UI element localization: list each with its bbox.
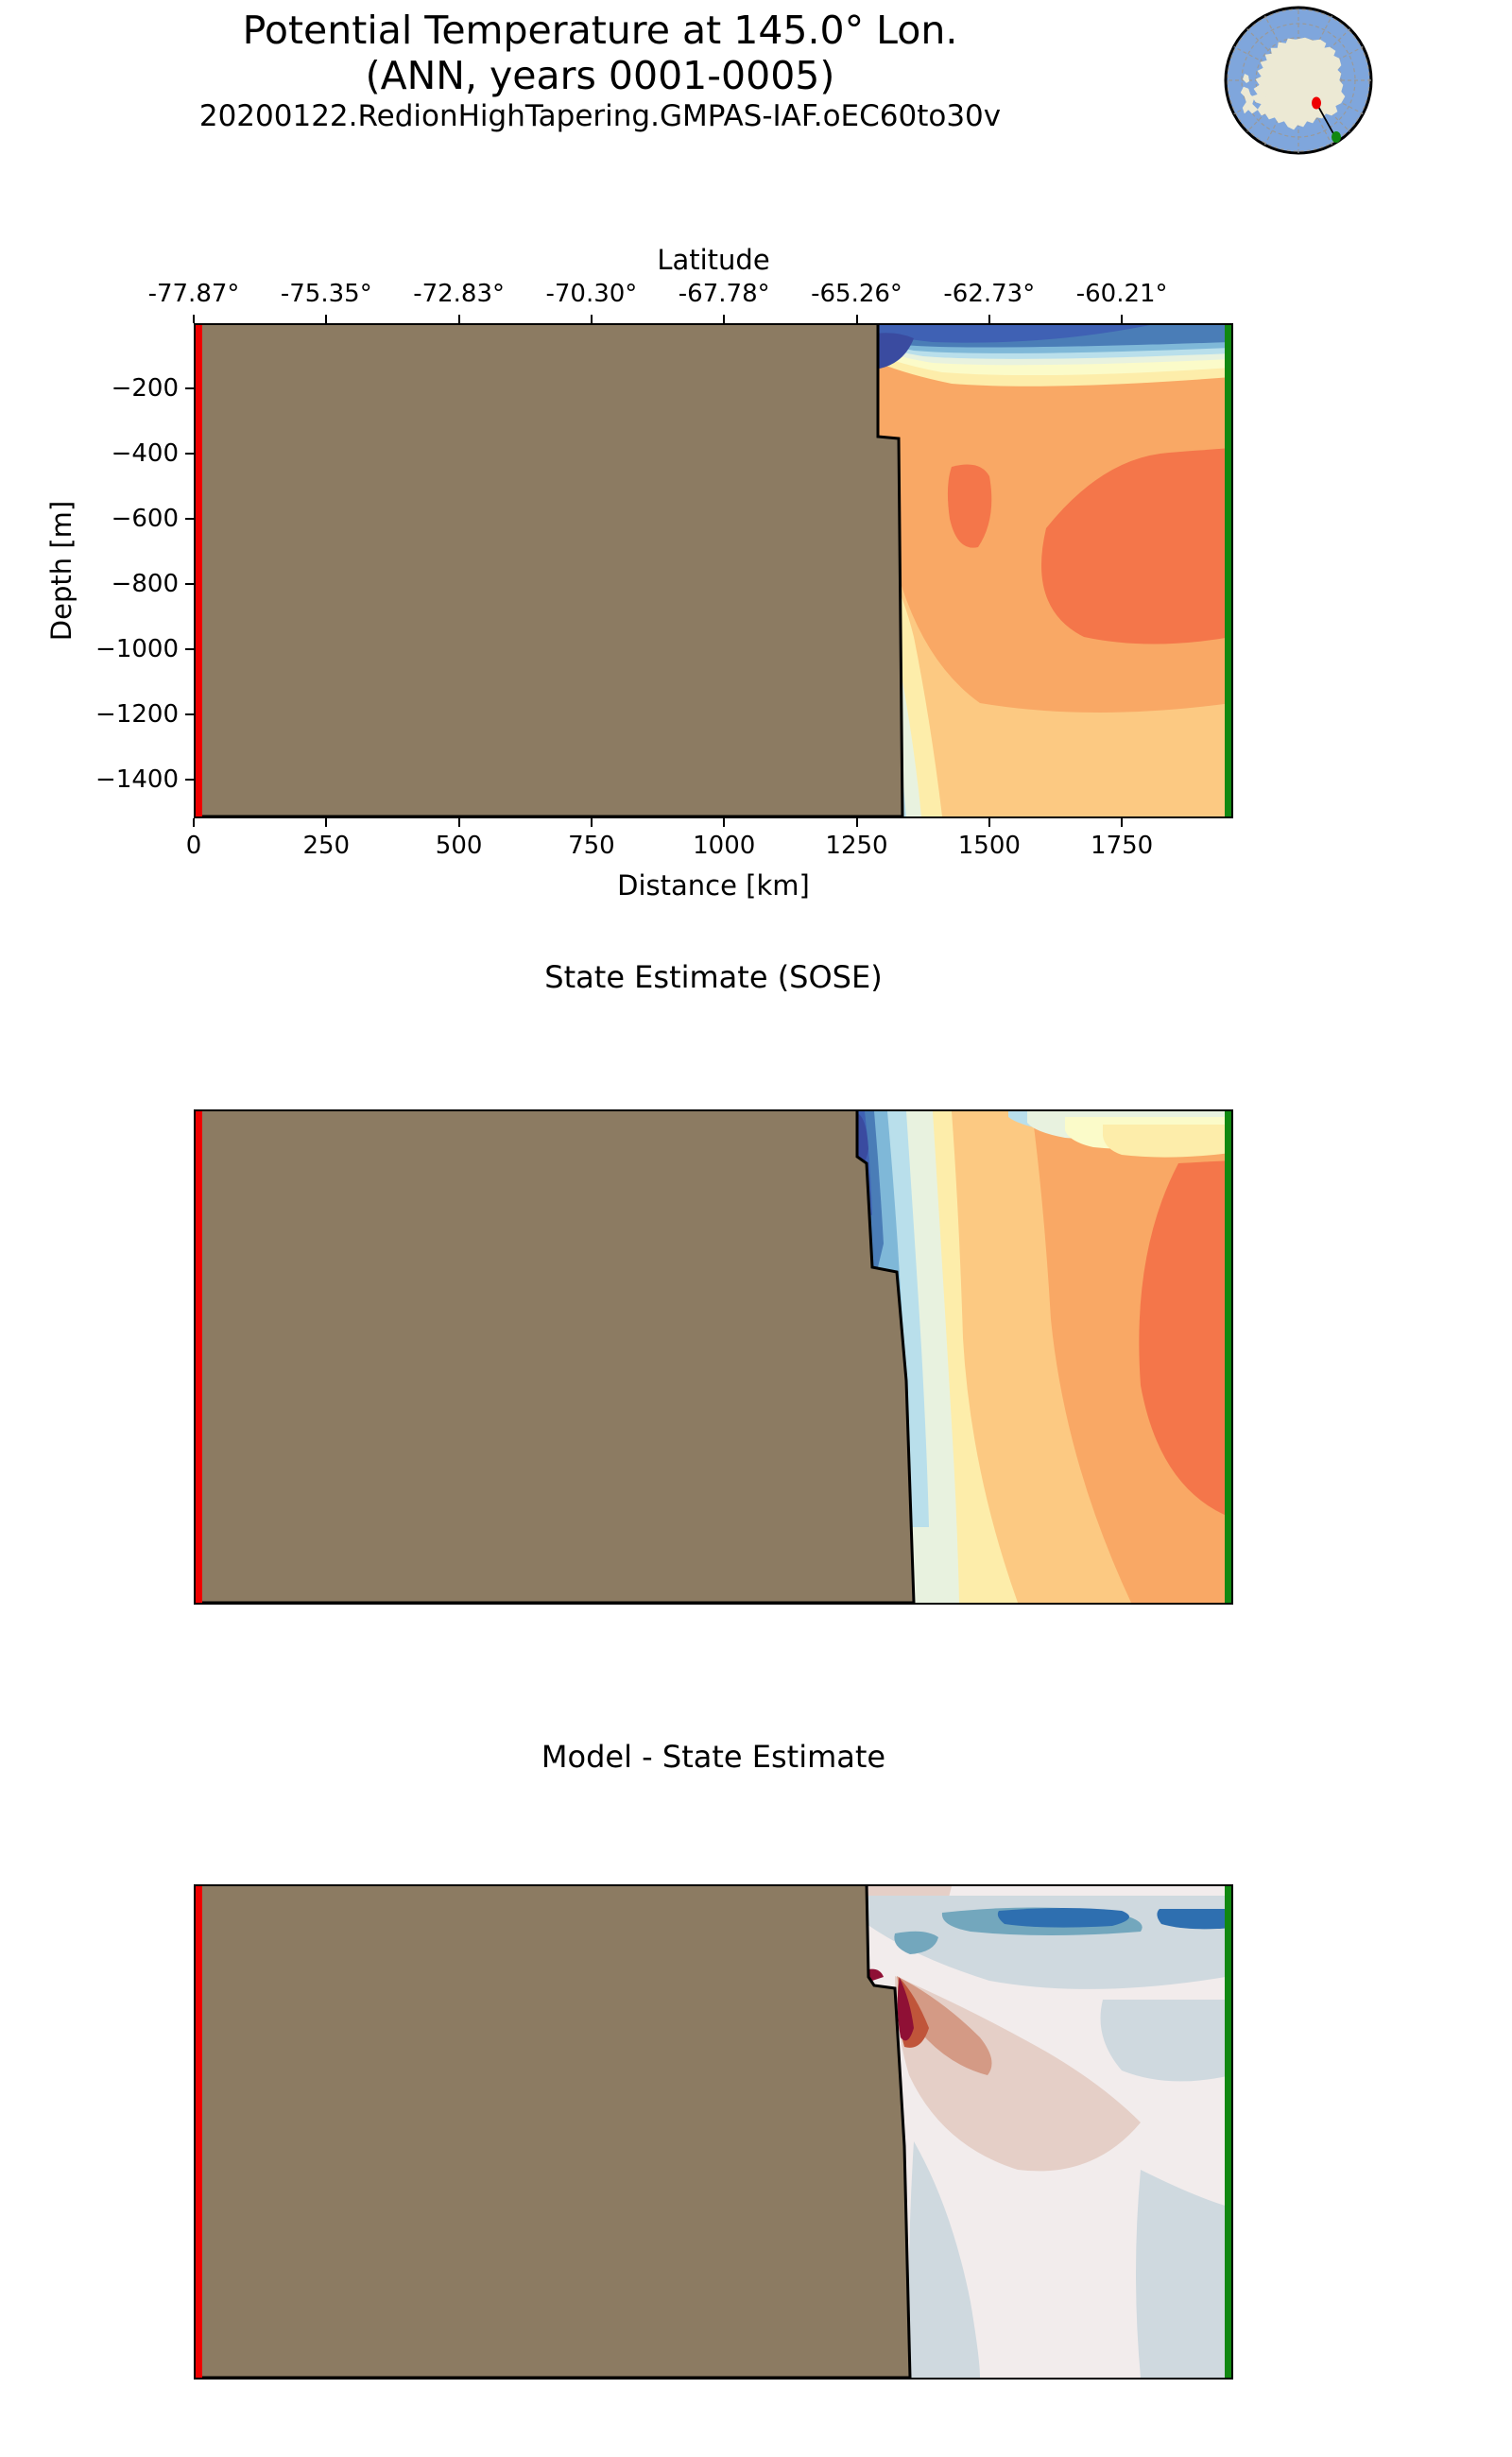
lat-tick-model-5 — [855, 315, 858, 323]
y-tick-model-0 — [185, 387, 194, 389]
panel-difference-axes — [194, 1884, 1233, 2380]
lat-ticklabel-model-7: -60.21° — [1075, 280, 1168, 308]
x-tick-model-5 — [855, 818, 858, 827]
y-tick-model-6 — [185, 778, 194, 781]
panel-title-sose: State Estimate (SOSE) — [544, 959, 883, 995]
y-tick-model-4 — [185, 647, 194, 650]
top-axis-label-model: Latitude — [657, 244, 770, 276]
lat-ticklabel-model-5: -65.26° — [811, 280, 902, 308]
x-tick-model-3 — [590, 818, 593, 827]
y-ticklabel-model-1: −400 — [111, 438, 179, 468]
xlabel-model: Distance [km] — [617, 869, 810, 902]
y-ticklabel-model-4: −1000 — [95, 634, 179, 663]
x-tick-model-2 — [457, 818, 460, 827]
lat-ticklabel-model-0: -77.87° — [147, 280, 240, 308]
x-tick-model-6 — [988, 818, 990, 827]
transect-start-edge-sose — [196, 1111, 202, 1603]
inset-map-svg — [1224, 6, 1373, 155]
transect-end-edge-sose — [1225, 1111, 1231, 1603]
x-tick-model-0 — [193, 818, 195, 827]
antarctica-polar-inset — [1222, 4, 1375, 157]
y-tick-model-5 — [185, 713, 194, 715]
x-ticklabel-model-6: 1500 — [957, 832, 1021, 860]
lat-ticklabel-model-3: -70.30° — [545, 280, 638, 308]
x-ticklabel-model-2: 500 — [435, 832, 483, 860]
lat-ticklabel-model-6: -62.73° — [943, 280, 1036, 308]
x-tick-model-1 — [325, 818, 328, 827]
x-ticklabel-model-0: 0 — [185, 832, 202, 860]
y-tick-model-2 — [185, 517, 194, 520]
lat-tick-model-3 — [590, 315, 593, 323]
antarctica-landmass — [1240, 37, 1346, 130]
x-ticklabel-model-3: 750 — [568, 832, 615, 860]
transect-end-edge-model — [1225, 325, 1231, 816]
run-name-subtitle: 20200122.RedionHighTapering.GMPAS-IAF.oE… — [198, 99, 1002, 133]
lat-ticklabel-model-1: -75.35° — [280, 280, 372, 308]
y-ticklabel-model-5: −1200 — [95, 699, 179, 729]
panel-title-difference: Model - State Estimate — [541, 1739, 886, 1775]
lat-ticklabel-model-4: -67.78° — [678, 280, 770, 308]
panel-model-axes — [194, 323, 1233, 818]
panel-difference-field — [196, 1886, 1231, 2378]
panel-model-field — [196, 325, 1231, 816]
panel-sose-bathymetry — [196, 1111, 916, 1603]
y-tick-model-1 — [185, 452, 194, 455]
y-tick-model-3 — [185, 582, 194, 585]
y-ticklabel-model-0: −200 — [111, 373, 179, 403]
panel-sose-axes — [194, 1109, 1233, 1605]
transect-end-marker — [1332, 131, 1341, 143]
figure-suptitle: Potential Temperature at 145.0° Lon. (AN… — [242, 8, 958, 99]
transect-end-edge-difference — [1225, 1886, 1231, 2378]
lat-tick-model-1 — [325, 315, 328, 323]
x-tick-model-4 — [723, 818, 726, 827]
transect-line — [1315, 102, 1336, 138]
x-tick-model-7 — [1121, 818, 1124, 827]
transect-start-edge-difference — [196, 1886, 202, 2378]
lat-tick-model-0 — [193, 315, 195, 323]
transect-start-marker — [1312, 96, 1321, 110]
x-ticklabel-model-4: 1000 — [693, 832, 756, 860]
ylabel-model: Depth [m] — [45, 500, 77, 642]
panel-model-bathymetry — [196, 325, 904, 816]
panel-sose-field — [196, 1111, 1231, 1603]
lat-tick-model-6 — [988, 315, 990, 323]
lat-tick-model-4 — [723, 315, 726, 323]
y-ticklabel-model-3: −800 — [111, 569, 179, 598]
x-ticklabel-model-1: 250 — [302, 832, 351, 860]
lat-ticklabel-model-2: -72.83° — [413, 280, 506, 308]
lat-tick-model-7 — [1121, 315, 1124, 323]
y-ticklabel-model-2: −600 — [111, 504, 179, 533]
transect-start-edge-model — [196, 325, 202, 816]
panel-difference-bathymetry — [196, 1886, 912, 2378]
x-ticklabel-model-5: 1250 — [825, 832, 888, 860]
y-ticklabel-model-6: −1400 — [95, 765, 179, 794]
lat-tick-model-2 — [457, 315, 460, 323]
x-ticklabel-model-7: 1750 — [1091, 832, 1154, 860]
